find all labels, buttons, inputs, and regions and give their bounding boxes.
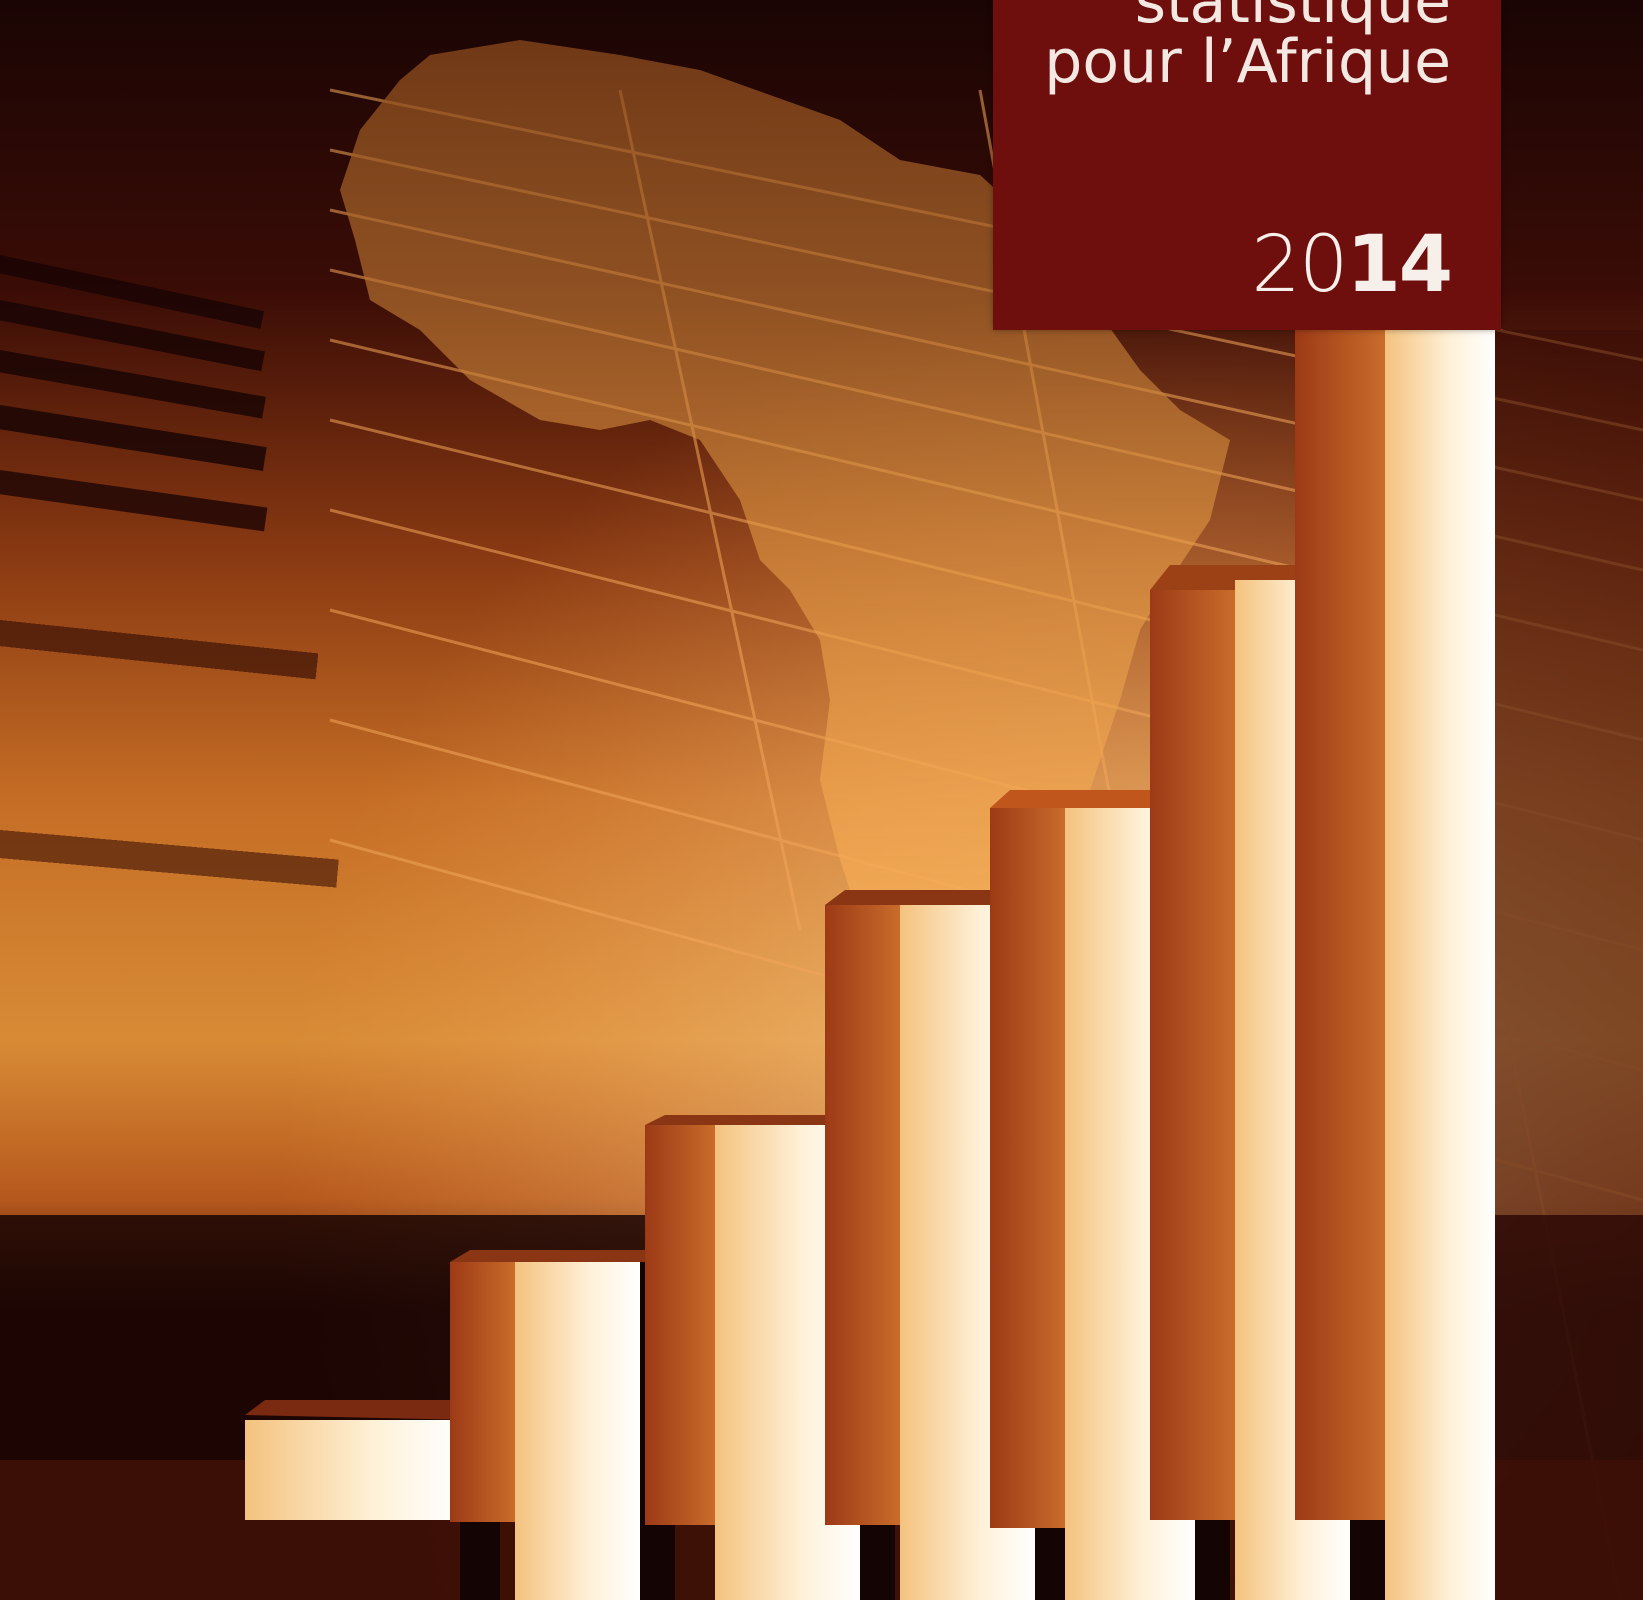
bar-chart-3d (245, 320, 1643, 1600)
bar-1 (245, 1420, 460, 1520)
year-prefix: 20 (1251, 220, 1348, 310)
title-box: statistique pour l’Afrique 2014 (993, 0, 1501, 330)
title-line-1: statistique (1134, 0, 1451, 37)
bar-7 (1385, 320, 1495, 1600)
year: 2014 (1251, 226, 1453, 304)
bar-2 (515, 1262, 640, 1600)
title-line-2: pour l’Afrique (1044, 27, 1451, 97)
blurred-stripes (0, 254, 339, 888)
year-suffix: 14 (1346, 220, 1453, 310)
